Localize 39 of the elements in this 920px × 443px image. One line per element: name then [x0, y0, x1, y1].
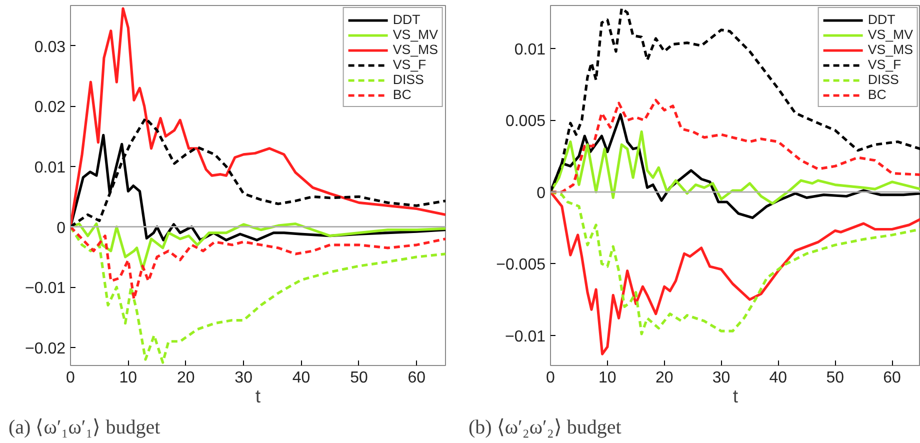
legend-label: DDT	[392, 12, 420, 27]
text: (b) ⟨ω′₂ω′₂⟩ budget	[468, 416, 622, 438]
y-tick-label: −0.01	[25, 280, 66, 298]
y-tick-label: −0.02	[25, 340, 66, 358]
y-tick-label: 0.02	[34, 99, 66, 116]
legend-label: VS_F	[868, 57, 902, 72]
y-tick-label: −0.01	[505, 328, 546, 346]
legend-label: VS_MS	[392, 42, 438, 57]
y-tick-label: 0.01	[34, 160, 66, 177]
y-tick-label: 0.01	[514, 42, 546, 59]
x-tick-label: 50	[350, 370, 368, 386]
legend-label: DISS	[868, 72, 899, 87]
x-tick-label: 10	[598, 370, 616, 386]
legend-label: DISS	[392, 72, 424, 87]
x-tick-label: 30	[712, 370, 730, 386]
x-tick-label: 20	[176, 370, 195, 386]
legend-label: VS_F	[392, 57, 426, 72]
y-tick-label: −0.005	[496, 256, 546, 274]
y-tick-label: 0.005	[505, 113, 546, 130]
legend-label: BC	[868, 87, 888, 102]
x-tick-label: 40	[769, 370, 788, 386]
x-tick-label: 60	[883, 370, 902, 386]
x-tick-label: 60	[408, 370, 426, 386]
legend-label: BC	[392, 87, 412, 102]
x-tick-label: 30	[234, 370, 253, 386]
x-tick-label: 20	[655, 370, 674, 386]
x-tick-label: 50	[826, 370, 844, 386]
x-tick-label: 40	[292, 370, 310, 386]
x-axis-title: t	[732, 386, 739, 406]
x-tick-label: 10	[119, 370, 138, 386]
legend-label: VS_MV	[868, 27, 913, 42]
text: (a) ⟨ω′₁ω′₁⟩ budget	[8, 416, 161, 438]
legend-label: VS_MV	[392, 27, 438, 42]
y-tick-label: 0.03	[34, 38, 66, 56]
y-tick-label: 0	[56, 220, 66, 237]
legend-label: VS_MS	[868, 42, 913, 57]
y-tick-label: 0	[536, 184, 546, 202]
x-axis-title: t	[255, 386, 262, 406]
legend-label: DDT	[868, 12, 896, 27]
